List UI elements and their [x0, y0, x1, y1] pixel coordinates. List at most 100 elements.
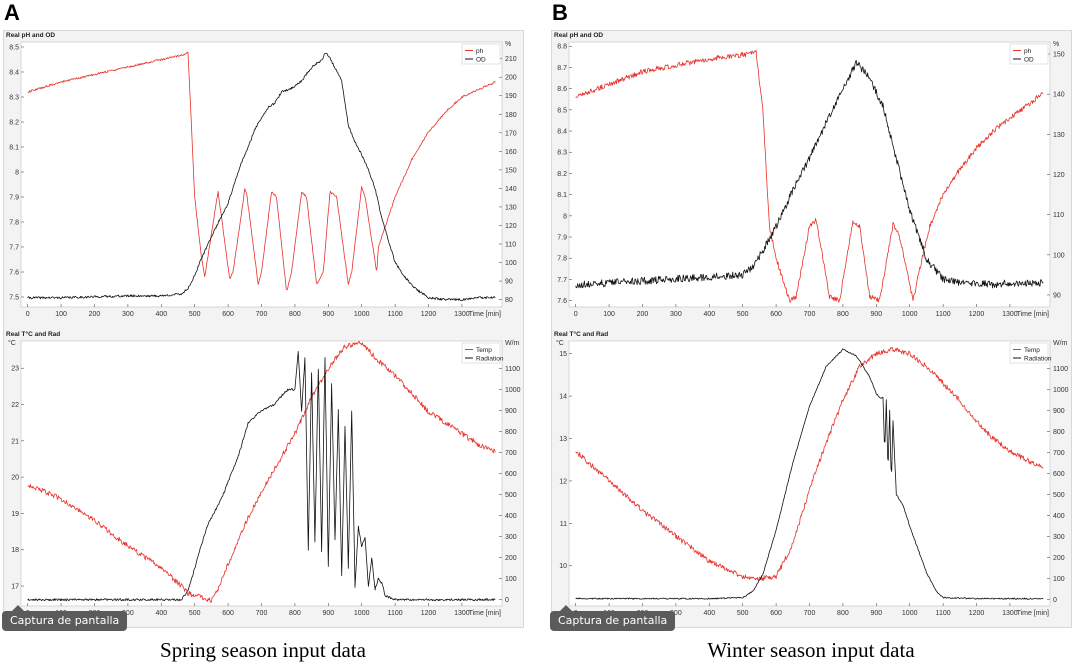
y-left-tick-label: 10: [559, 563, 567, 570]
series-line-radiation: [575, 348, 1044, 600]
y-right-tick-label: 140: [505, 186, 517, 193]
y-left-tick-label: 8.3: [557, 150, 567, 157]
x-tick-label: 500: [737, 610, 749, 617]
x-tick-label: 1200: [969, 311, 985, 318]
y-right-tick-label: 100: [1053, 252, 1065, 259]
y-left-tick-label: 7.7: [9, 245, 19, 252]
y-left-tick-label: 8.1: [9, 145, 19, 152]
y-left-tick-label: 7.5: [9, 295, 19, 302]
y-right-tick-label: 1000: [505, 387, 521, 394]
x-tick-label: 400: [703, 610, 715, 617]
legend-label: Temp: [476, 347, 492, 354]
x-tick-label: 600: [222, 311, 234, 318]
y-left-tick-label: 15: [559, 351, 567, 358]
plot-area: [20, 41, 503, 308]
x-axis-label: Time [min]: [469, 610, 501, 617]
x-tick-label: 1300: [454, 311, 470, 318]
x-tick-label: 600: [770, 610, 782, 617]
x-tick-label: 400: [703, 311, 715, 318]
x-tick-label: 1000: [354, 311, 370, 318]
y-left-tick-label: 19: [11, 511, 19, 518]
y-right-tick-label: 300: [505, 534, 517, 541]
x-tick-label: 0: [574, 311, 578, 318]
y-left-tick-label: 7.6: [9, 270, 19, 277]
x-tick-label: 800: [837, 311, 849, 318]
y-left-unit-label: °C: [556, 339, 564, 347]
x-tick-label: 700: [804, 610, 816, 617]
x-tick-label: 1300: [1002, 311, 1018, 318]
x-tick-label: 800: [289, 610, 301, 617]
y-right-tick-label: 140: [1053, 92, 1065, 99]
legend-label: OD: [1024, 56, 1034, 63]
screenshot-badge-b: Captura de pantalla: [550, 605, 676, 631]
y-left-tick-label: 13: [559, 436, 567, 443]
y-right-tick-label: 600: [505, 471, 517, 478]
legend-label: Radiation: [476, 355, 504, 362]
y-right-tick-label: 1000: [1053, 387, 1069, 394]
y-left-tick-label: 7.9: [557, 235, 567, 242]
x-tick-label: 700: [256, 311, 268, 318]
y-right-tick-label: 110: [1053, 212, 1064, 219]
x-tick-label: 1000: [354, 610, 370, 617]
series-line-radiation: [27, 350, 496, 602]
x-tick-label: 700: [256, 610, 268, 617]
plot-area: [568, 340, 1051, 607]
y-right-tick-label: 0: [1053, 597, 1057, 604]
x-tick-label: 400: [155, 610, 167, 617]
x-axis-label: Time [min]: [1017, 311, 1049, 318]
y-right-tick-label: 80: [505, 297, 513, 304]
x-tick-label: 300: [670, 610, 682, 617]
series-line-od: [575, 59, 1044, 289]
y-left-tick-label: 8.4: [9, 70, 19, 77]
legend-label: Temp: [1024, 347, 1040, 354]
x-tick-label: 600: [222, 610, 234, 617]
y-left-tick-label: 22: [11, 402, 19, 409]
y-left-tick-label: 7.6: [557, 298, 567, 305]
x-tick-label: 900: [322, 610, 334, 617]
y-right-tick-label: 210: [505, 56, 517, 63]
y-left-tick-label: 8.8: [557, 44, 567, 51]
x-tick-label: 0: [26, 311, 30, 318]
panel-letter-b: B: [552, 0, 568, 25]
y-right-unit-label: %: [1053, 41, 1059, 48]
y-left-tick-label: 8.6: [557, 86, 567, 93]
panel-a-temp-rad-chart: Real T°C and Rad°C W/m 0 100 200 300 400 500 600…: [6, 330, 521, 617]
x-tick-label: 100: [603, 311, 615, 318]
y-right-tick-label: 900: [1053, 408, 1065, 415]
y-right-tick-label: 170: [505, 130, 517, 137]
y-left-tick-label: 21: [11, 438, 19, 445]
x-tick-label: 1100: [936, 610, 951, 617]
y-left-tick-label: 8.3: [9, 95, 19, 102]
y-right-tick-label: 190: [505, 93, 517, 100]
y-right-tick-label: 150: [505, 167, 517, 174]
chart-title: Real pH and OD: [6, 32, 55, 39]
panel-a-ph-od-chart: Real pH and OD% 0 100 200 300 400 500 600 700 800…: [6, 32, 517, 318]
y-right-tick-label: 700: [505, 450, 517, 457]
x-tick-label: 300: [670, 311, 682, 318]
x-tick-label: 900: [870, 610, 882, 617]
y-right-tick-label: 120: [505, 223, 517, 230]
x-tick-label: 1300: [454, 610, 470, 617]
screenshot-badge-a: Captura de pantalla: [2, 605, 128, 631]
x-tick-label: 200: [637, 311, 649, 318]
y-right-tick-label: 90: [505, 279, 513, 286]
y-left-tick-label: 18: [11, 547, 19, 554]
y-right-tick-label: 400: [1053, 513, 1065, 520]
caption-spring: Spring season input data: [160, 638, 366, 662]
x-tick-label: 300: [122, 311, 134, 318]
x-tick-label: 400: [155, 311, 167, 318]
series-line-temp: [575, 346, 1044, 582]
y-left-tick-label: 20: [11, 475, 19, 482]
x-tick-label: 1000: [902, 610, 918, 617]
y-left-tick-label: 17: [11, 584, 19, 591]
x-tick-label: 900: [870, 311, 882, 318]
panel-letter-a: A: [4, 0, 20, 25]
legend-label: OD: [476, 56, 486, 63]
y-left-tick-label: 8.7: [557, 65, 567, 72]
y-right-tick-label: 800: [1053, 429, 1065, 436]
y-right-tick-label: 200: [505, 555, 517, 562]
x-tick-label: 500: [737, 311, 749, 318]
panel-b-temp-rad-chart: Real T°C and Rad°C W/m 0 100 200 300 400 500 600…: [554, 330, 1069, 617]
x-tick-label: 300: [122, 610, 134, 617]
y-left-tick-label: 8.2: [557, 171, 567, 178]
